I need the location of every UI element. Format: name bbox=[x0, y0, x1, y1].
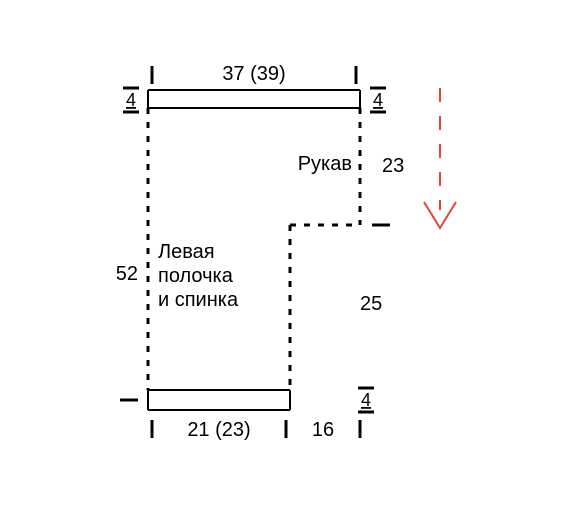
label-sleeve: Рукав bbox=[298, 153, 352, 175]
label-tl4: 4 bbox=[126, 90, 136, 110]
label-52: 52 bbox=[116, 263, 138, 285]
label-tr4: 4 bbox=[373, 90, 383, 110]
label-bot-left: 21 (23) bbox=[187, 419, 250, 441]
label-25: 25 bbox=[360, 293, 382, 315]
label-bot-right: 16 bbox=[312, 419, 334, 441]
label-body-l3: и спинка bbox=[158, 289, 239, 311]
label-body-l2: полочка bbox=[158, 265, 234, 287]
label-top-width: 37 (39) bbox=[222, 63, 285, 85]
direction-arrow bbox=[424, 88, 456, 228]
pattern-schematic: 37 (39) 4 4 Рукав 23 52 Левая полочка и … bbox=[0, 0, 564, 526]
label-23: 23 bbox=[382, 155, 404, 177]
label-body-l1: Левая bbox=[158, 241, 215, 263]
label-br4: 4 bbox=[361, 390, 371, 410]
